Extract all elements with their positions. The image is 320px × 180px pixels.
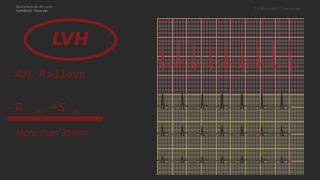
Text: +S: +S: [50, 103, 67, 113]
Text: V₁: V₁: [72, 109, 80, 116]
Text: Slideshow.de.de.com: Slideshow.de.de.com: [16, 4, 53, 8]
Text: LVH: LVH: [52, 31, 90, 49]
Text: V₅₆: V₅₆: [35, 109, 45, 116]
Text: - AVL  R>11mm: - AVL R>11mm: [8, 70, 85, 80]
Text: Confidential / Transcript: Confidential / Transcript: [254, 7, 300, 11]
Text: Confidential  Transcript: Confidential Transcript: [16, 9, 47, 13]
Text: More than 35mm: More than 35mm: [16, 129, 88, 138]
Text: - R: - R: [8, 103, 23, 113]
